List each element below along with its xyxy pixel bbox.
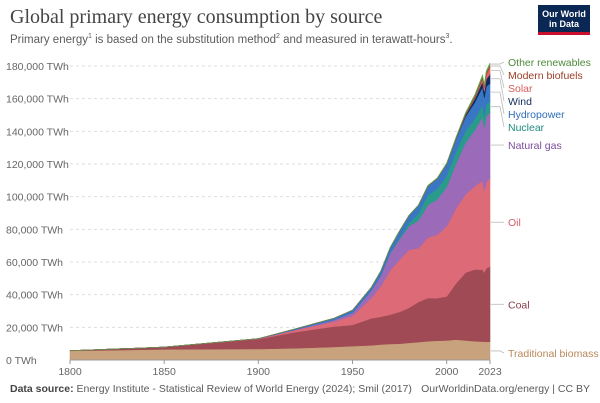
legend-traditional-biomass[interactable]: Traditional biomass [508, 348, 599, 360]
area-other-renewables[interactable] [69, 62, 491, 351]
x-tick-label: 2000 [435, 366, 459, 378]
legend-other-renewables[interactable]: Other renewables [508, 57, 591, 69]
legend-natural-gas[interactable]: Natural gas [508, 140, 562, 152]
x-tick-label: 1850 [152, 366, 176, 378]
legend-connector [491, 61, 505, 65]
data-source: Data source: Energy Institute - Statisti… [10, 383, 412, 395]
y-tick-label: 40,000 TWh [6, 290, 63, 302]
chart-title: Global primary energy consumption by sou… [10, 6, 383, 28]
legend-wind[interactable]: Wind [508, 96, 532, 108]
legend-connector [491, 70, 505, 89]
logo-line1: Our World [542, 9, 586, 19]
y-tick-label: 160,000 TWh [6, 94, 69, 106]
y-tick-label: 180,000 TWh [6, 61, 69, 73]
area-series [69, 62, 491, 361]
y-tick-label: 20,000 TWh [6, 322, 63, 334]
x-tick-label: 1800 [58, 366, 82, 378]
legend-modern-biofuels[interactable]: Modern biofuels [508, 70, 583, 82]
legend-connector [491, 65, 505, 76]
y-axis: 0 TWh 20,000 TWh 40,000 TWh 60,000 TWh 80,00… [6, 61, 69, 367]
legend-connector [491, 91, 505, 115]
legend-connector [491, 350, 505, 354]
logo-line2: in Data [548, 19, 579, 29]
chart-subtitle: Primary energy1 is based on the substitu… [10, 33, 453, 46]
y-tick-label: 120,000 TWh [6, 159, 69, 171]
y-tick-label: 60,000 TWh [6, 257, 63, 269]
legend-coal[interactable]: Coal [508, 299, 530, 311]
x-tick-label: 1900 [247, 366, 271, 378]
x-axis: 1800 1850 1900 1950 2000 2023 [58, 359, 502, 378]
legend-connector [491, 78, 505, 102]
legend-connector [491, 106, 505, 128]
legend-oil[interactable]: Oil [508, 217, 521, 229]
source-link[interactable]: OurWorldinData.org/energy | CC BY [421, 383, 590, 395]
owid-logo[interactable]: Our World in Data [538, 5, 590, 35]
legend-nuclear[interactable]: Nuclear [508, 122, 545, 134]
x-tick-label: 1950 [341, 366, 365, 378]
legend-hydropower[interactable]: Hydropower [508, 109, 565, 121]
y-tick-label: 140,000 TWh [6, 126, 69, 138]
x-tick-label: 2023 [478, 366, 502, 378]
y-tick-label: 0 TWh [6, 355, 37, 367]
y-tick-label: 80,000 TWh [6, 224, 63, 236]
y-tick-label: 100,000 TWh [6, 192, 69, 204]
legend-solar[interactable]: Solar [508, 83, 533, 95]
